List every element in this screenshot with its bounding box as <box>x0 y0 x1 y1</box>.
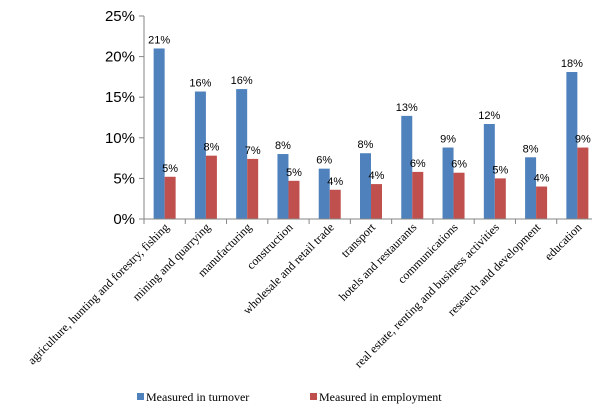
bar-employment <box>205 155 217 219</box>
data-label: 13% <box>396 102 418 114</box>
x-category-label: education <box>542 220 585 263</box>
data-label: 4% <box>534 173 550 185</box>
x-category-label: agriculture, hunting and forestry, fishi… <box>25 220 172 367</box>
legend: Measured in turnover Measured in employme… <box>137 390 442 404</box>
bar-employment <box>494 178 506 219</box>
data-label: 5% <box>492 164 508 176</box>
bar-turnover <box>442 147 454 219</box>
bar-employment <box>247 158 259 219</box>
data-label: 4% <box>369 170 385 182</box>
bar-turnover <box>194 91 206 219</box>
bar-turnover <box>566 72 578 219</box>
x-category-label: real estate, renting and business activi… <box>352 220 503 371</box>
x-category-label: transport <box>338 220 379 261</box>
bar-turnover <box>525 157 537 219</box>
bar-employment <box>329 189 341 219</box>
legend-label-employment: Measured in employment <box>319 390 442 404</box>
legend-swatch-employment <box>310 393 317 400</box>
data-label: 6% <box>451 159 467 171</box>
data-label: 21% <box>148 34 170 46</box>
bar-turnover <box>318 168 330 219</box>
y-tick-label: 15% <box>105 89 135 106</box>
bars: 21% 5% 16% 8% 16% 7% 8% 5% 6% 4% 8% 4% 13% 6% 9% 6% 12% 5… <box>148 34 591 220</box>
data-label: 8% <box>203 142 219 154</box>
data-label: 8% <box>358 139 374 151</box>
bar-turnover <box>401 115 413 219</box>
x-axis: agriculture, hunting and forestry, fishi… <box>25 218 592 371</box>
bar-employment <box>288 180 300 219</box>
bar-turnover <box>236 89 248 219</box>
y-tick-label: 10% <box>105 130 135 147</box>
y-tick-label: 5% <box>113 170 135 187</box>
data-label: 4% <box>327 176 343 188</box>
data-label: 5% <box>162 163 178 175</box>
y-tick-label: 20% <box>105 49 135 66</box>
data-label: 6% <box>316 155 332 167</box>
y-axis: 0% 5% 10% 15% 20% 25% <box>105 8 145 228</box>
bar-employment <box>371 184 382 219</box>
x-category-label: mining and quarrying <box>130 220 213 303</box>
bar-employment <box>453 172 465 219</box>
bar-turnover <box>483 123 495 219</box>
bar-employment <box>577 147 589 219</box>
legend-label-turnover: Measured in turnover <box>146 390 249 404</box>
data-label: 9% <box>575 134 591 146</box>
bar-employment <box>536 186 548 219</box>
data-label: 16% <box>189 78 211 90</box>
y-tick-label: 25% <box>105 8 135 25</box>
bar-turnover <box>277 154 289 219</box>
legend-swatch-turnover <box>137 393 144 400</box>
data-label: 8% <box>523 143 539 155</box>
data-label: 5% <box>286 167 302 179</box>
bar-turnover <box>153 48 165 220</box>
x-category-label: hotels and restaurants <box>336 220 420 304</box>
data-label: 6% <box>410 158 426 170</box>
data-label: 9% <box>440 134 456 146</box>
data-label: 12% <box>478 110 500 122</box>
bar-turnover <box>360 153 371 219</box>
data-label: 8% <box>275 140 291 152</box>
bar-employment <box>412 171 424 219</box>
y-tick-label: 0% <box>113 211 135 228</box>
data-label: 7% <box>245 145 261 157</box>
bar-employment <box>164 176 176 219</box>
data-label: 16% <box>231 75 253 87</box>
data-label: 18% <box>561 58 583 70</box>
